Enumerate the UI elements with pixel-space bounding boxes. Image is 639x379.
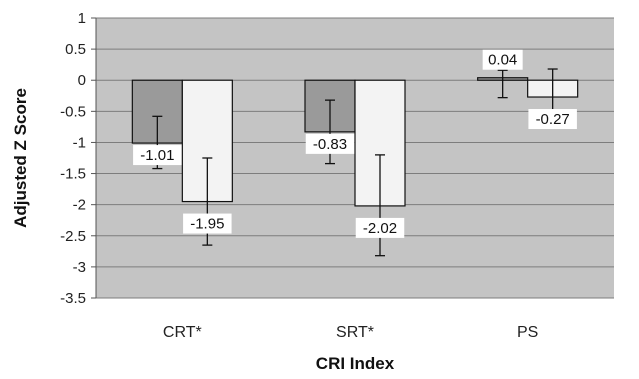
y-tick-label: 0.5	[65, 41, 86, 58]
data-label-background	[482, 49, 523, 70]
y-tick-label: -1	[73, 134, 86, 151]
y-tick-label: -0.5	[60, 103, 86, 120]
y-tick-label: -3	[73, 259, 86, 276]
data-label-background	[305, 133, 355, 154]
x-category-label: SRT*	[336, 324, 374, 341]
data-label-background	[133, 145, 182, 166]
x-category-label: PS	[517, 324, 538, 341]
y-tick-label: -2.5	[60, 228, 86, 245]
data-label: -2.02	[363, 220, 397, 237]
data-label: -1.95	[190, 216, 224, 233]
y-tick-label: 0	[78, 72, 86, 89]
data-labels: -1.01 -1.95 -0.83 -2.02 0.04 -0.27	[133, 49, 577, 238]
x-category-labels: CRT* SRT* PS	[163, 324, 538, 341]
data-label: -0.27	[536, 111, 570, 128]
y-tick-labels: 1 0.5 0 -0.5 -1 -1.5 -2 -2.5 -3 -3.5	[60, 10, 86, 307]
y-tick-label: -3.5	[60, 290, 86, 307]
data-label-background	[528, 109, 577, 130]
data-label-background	[355, 217, 405, 238]
data-label: 0.04	[488, 52, 517, 69]
x-axis-title: CRI Index	[316, 354, 395, 373]
x-category-label: CRT*	[163, 324, 202, 341]
y-tick-label: -2	[73, 197, 86, 214]
y-tick-label: 1	[78, 10, 86, 27]
y-tick-label: -1.5	[60, 166, 86, 183]
data-label-background	[183, 213, 232, 234]
y-axis-title: Adjusted Z Score	[11, 88, 30, 228]
data-label: -0.83	[313, 136, 347, 153]
data-label: -1.01	[140, 147, 174, 164]
